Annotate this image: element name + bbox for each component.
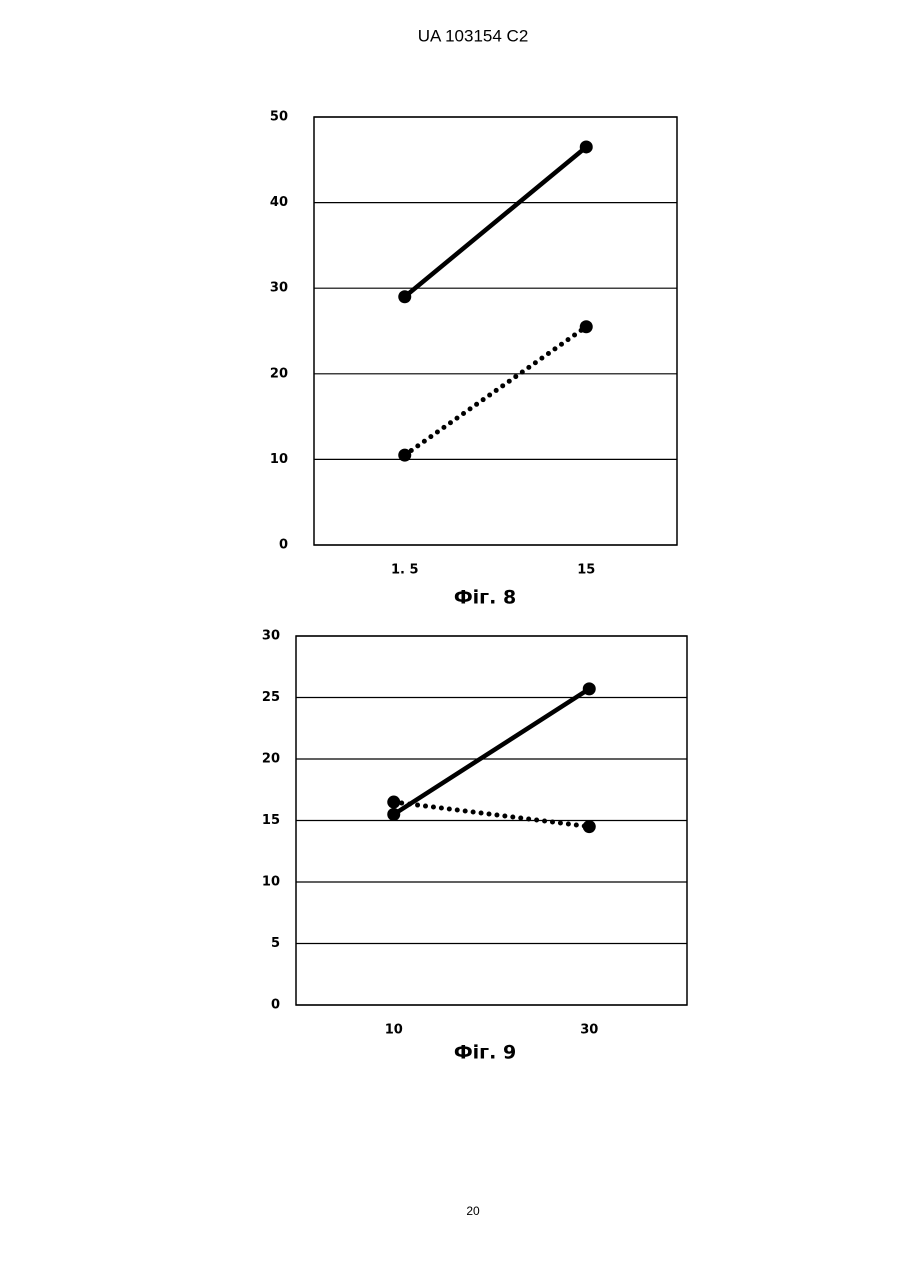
y-tick-label: 15 — [262, 813, 280, 828]
y-tick-label: 40 — [270, 195, 288, 210]
y-tick-label: 10 — [262, 875, 280, 890]
y-tick-label: 5 — [271, 936, 280, 951]
series-line — [405, 327, 587, 455]
page: UA 103154 C2 20 0 10 20 30 40 50 1. 5 15 Фіг. 8 0… — [0, 0, 901, 1273]
data-point — [387, 796, 400, 809]
y-tick-label: 20 — [262, 752, 280, 767]
y-tick-label: 20 — [270, 366, 288, 381]
data-point — [398, 449, 411, 462]
y-tick-label: 25 — [262, 690, 280, 705]
y-tick-label: 30 — [270, 281, 288, 296]
page-number: 20 — [466, 1204, 480, 1218]
y-tick-label: 0 — [279, 538, 288, 553]
plot-frame — [314, 117, 677, 545]
x-tick-label: 10 — [385, 1023, 403, 1038]
series-line — [405, 147, 587, 297]
y-tick-label: 30 — [262, 629, 280, 644]
x-tick-label: 1. 5 — [391, 563, 419, 578]
y-tick-label: 50 — [270, 110, 288, 125]
data-point — [583, 820, 596, 833]
data-point — [580, 140, 593, 153]
data-point — [583, 682, 596, 695]
series-line — [394, 689, 590, 814]
data-point — [580, 320, 593, 333]
data-point — [398, 290, 411, 303]
y-tick-label: 10 — [270, 452, 288, 467]
x-tick-label: 15 — [577, 563, 595, 578]
y-tick-label: 0 — [271, 998, 280, 1013]
x-tick-label: 30 — [580, 1023, 598, 1038]
header: UA 103154 C2 — [418, 26, 529, 45]
caption: Фіг. 9 — [454, 1042, 516, 1064]
data-point — [387, 808, 400, 821]
caption: Фіг. 8 — [454, 587, 516, 609]
series-line — [394, 802, 590, 827]
